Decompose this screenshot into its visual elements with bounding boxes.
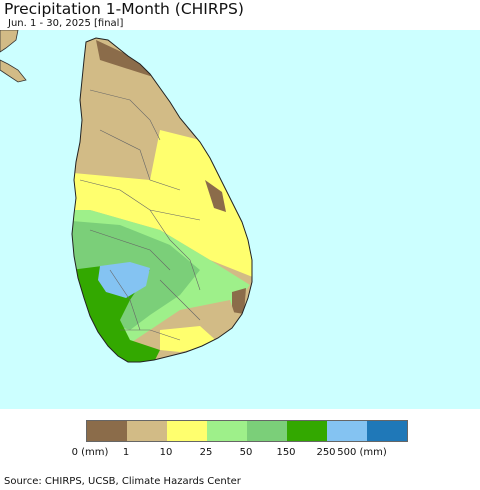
legend-swatch-7 [367,421,407,441]
sri-lanka-outline [71,37,253,363]
legend-swatch-1 [127,421,167,441]
legend-tick-label: 1 [122,447,130,458]
district-boundaries [79,89,201,341]
peninsula-top [0,59,27,83]
legend-swatch-6 [327,421,367,441]
precipitation-map [0,30,480,409]
legend-tick-label: 50 [239,447,253,458]
legend-tick-label: 10 [159,447,173,458]
legend-tick-label: 150 [276,447,296,458]
legend-tick-label: 250 [316,447,336,458]
legend-swatch-4 [247,421,287,441]
legend-tick-label: 25 [199,447,213,458]
legend-swatch-2 [167,421,207,441]
legend-swatch-5 [287,421,327,441]
india-coast [0,30,19,53]
legend-tick-label: 0 (mm) [71,447,109,458]
map-subtitle: Jun. 1 - 30, 2025 [final] [8,18,124,29]
legend-tick-label: 500 (mm) [337,447,387,458]
source-credit: Source: CHIRPS, UCSB, Climate Hazards Ce… [4,476,241,487]
legend-swatch-3 [207,421,247,441]
legend-colorbar [86,420,408,442]
map-title: Precipitation 1-Month (CHIRPS) [4,0,244,18]
legend-swatch-0 [87,421,127,441]
